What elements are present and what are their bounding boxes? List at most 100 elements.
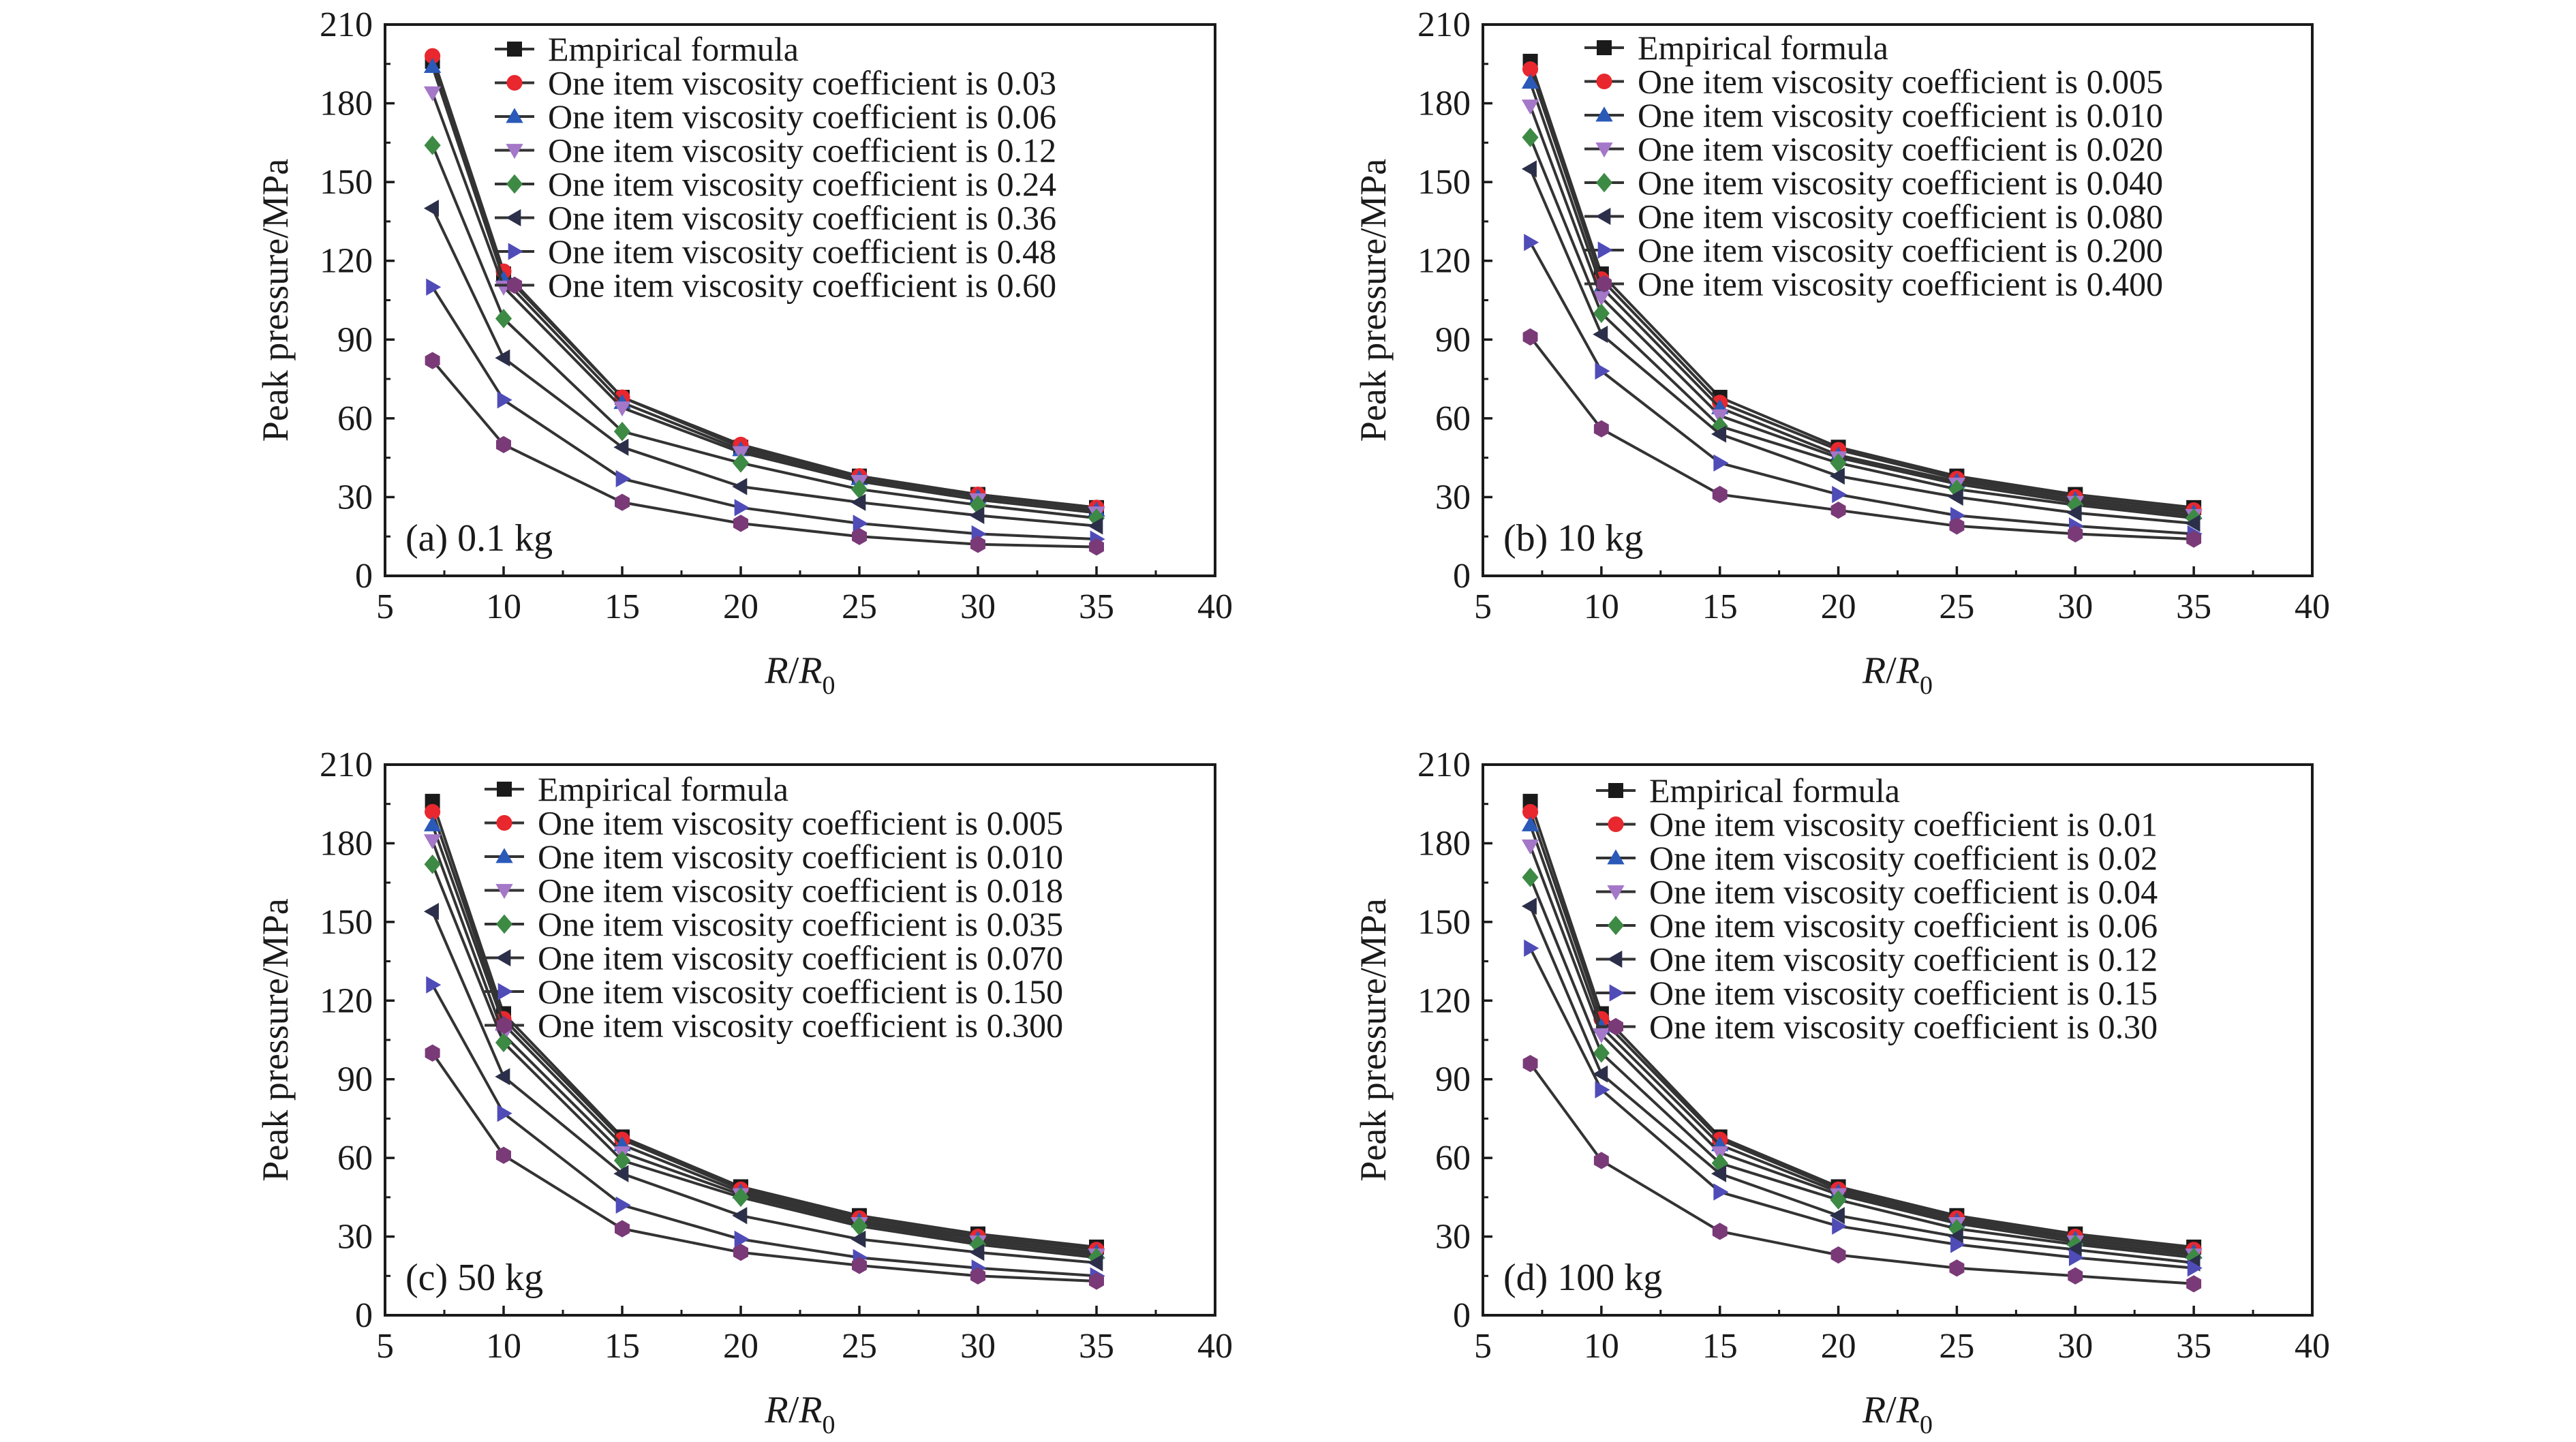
legend-entry: One item viscosity coefficient is 0.02 [1649,839,2158,877]
legend-entry: Empirical formula [1638,29,1888,67]
data-point [1522,868,1539,887]
y-tick-label: 180 [1417,824,1471,863]
data-point [970,536,985,553]
data-point [495,349,510,367]
y-tick-label: 0 [355,557,373,596]
x-tick-label: 25 [1939,1327,1974,1366]
legend-entry: One item viscosity coefficient is 0.040 [1638,164,2163,202]
panel-annotation: (d) 100 kg [1503,1257,1662,1299]
legend-entry: One item viscosity coefficient is 0.200 [1638,231,2163,269]
data-point [1830,502,1846,519]
x-tick-label: 25 [842,587,877,626]
legend-entry: One item viscosity coefficient is 0.005 [1638,63,2163,101]
y-axis-label: Peak pressure/MPa [1353,898,1394,1181]
legend-entry: One item viscosity coefficient is 0.018 [538,872,1063,910]
data-point [425,1044,440,1062]
legend-entry: One item viscosity coefficient is 0.30 [1649,1008,2158,1046]
x-tick-label: 5 [376,1327,394,1366]
data-point [1088,1254,1103,1272]
data-point [1521,898,1537,915]
data-point [1830,1190,1847,1210]
y-tick-label: 150 [320,163,373,202]
y-tick-label: 0 [1453,557,1471,596]
data-point [732,1187,750,1208]
series-7 [1524,939,2203,1277]
legend-marker [1607,849,1625,865]
x-tick-label: 15 [1702,1327,1738,1366]
data-point [1521,74,1539,89]
y-tick-label: 210 [320,5,373,44]
chart-panel-4: 5 10 15 20 25 30 35 40 0 30 60 90 120 150 180 210 Peak p… [1353,746,2330,1439]
data-point [497,1105,512,1122]
legend-entry: Empirical formula [548,30,799,68]
data-point [424,135,441,155]
x-tick-label: 20 [723,587,758,626]
x-tick-label: 15 [604,587,640,626]
y-tick-label: 210 [1417,5,1471,44]
y-tick-label: 180 [1417,85,1471,123]
legend: Empirical formula One item viscosity coef… [485,770,1063,1045]
data-point [495,309,512,328]
data-point [1593,1043,1610,1063]
y-tick-label: 0 [355,1296,373,1335]
data-point [613,1150,631,1171]
y-tick-label: 120 [320,242,373,281]
data-point [850,493,866,511]
legend-marker [506,74,523,91]
y-tick-label: 210 [320,746,373,784]
y-tick-label: 150 [1417,903,1471,942]
data-point [1522,1055,1538,1073]
data-point [426,278,442,296]
data-point [1832,1217,1847,1235]
legend-marker [495,848,513,863]
x-tick-label: 25 [1939,587,1974,626]
x-tick-label: 30 [960,1327,996,1366]
y-axis-label: Peak pressure/MPa [255,159,296,442]
data-point [425,48,441,64]
data-point [1829,1207,1845,1225]
data-point [1595,362,1610,380]
data-point [1593,1028,1610,1043]
data-point [1089,538,1104,556]
series-6 [1521,160,2201,532]
legend-entry: One item viscosity coefficient is 0.150 [538,972,1063,1011]
series-8 [1522,328,2202,548]
legend-entry: One item viscosity coefficient is 0.06 [548,97,1056,136]
legend-marker [508,243,523,260]
legend-marker [495,914,513,934]
data-point [1088,508,1105,528]
series-6 [423,200,1103,535]
data-point [1522,328,1538,346]
x-tick-label: 10 [1584,587,1619,626]
legend-marker [1597,40,1612,55]
data-point [1950,1236,1966,1253]
x-axis-label: R/R0 [765,1389,835,1439]
panel-annotation: (a) 0.1 kg [405,517,553,559]
data-point [2186,1275,2202,1293]
legend-entry: One item viscosity coefficient is 0.010 [1638,96,2163,134]
chart-panel-1: 5 10 15 20 25 30 35 40 0 30 60 90 120 150 180 210 Peak p… [255,5,1233,700]
legend-marker [1607,950,1623,968]
legend-marker [1607,885,1625,901]
y-tick-label: 60 [1435,1139,1471,1178]
legend-entry: One item viscosity coefficient is 0.010 [538,838,1063,876]
data-point [1521,839,1539,855]
data-point [497,391,512,409]
y-tick-label: 90 [1435,1060,1471,1099]
x-tick-label: 40 [2295,587,2330,626]
data-point [1711,425,1727,443]
legend-marker [1595,172,1613,193]
x-tick-label: 40 [1197,587,1233,626]
legend-marker [1595,207,1611,226]
data-point [969,1244,985,1261]
x-axis-label-subscript: 0 [823,671,835,700]
legend-entry: Empirical formula [538,770,788,808]
legend-entry: One item viscosity coefficient is 0.36 [548,199,1056,237]
legend-entry: One item viscosity coefficient is 0.070 [538,939,1063,977]
legend-marker [1595,142,1613,158]
series-line [1529,336,2194,541]
series-6 [423,902,1103,1272]
legend-marker [1607,915,1625,936]
legend: Empirical formula One item viscosity coef… [495,30,1056,305]
